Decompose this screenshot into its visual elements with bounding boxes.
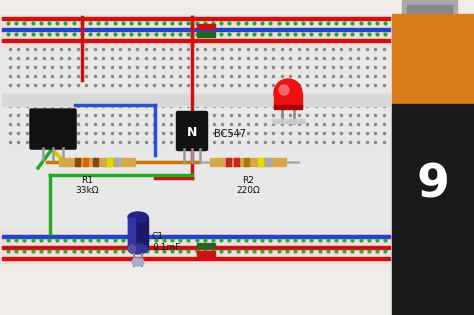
- Bar: [197, 243, 215, 248]
- Bar: [272, 119, 304, 123]
- Bar: [266, 158, 271, 166]
- Bar: [83, 158, 88, 166]
- FancyBboxPatch shape: [30, 109, 76, 149]
- Circle shape: [279, 85, 289, 95]
- Text: 9: 9: [417, 163, 449, 208]
- Bar: [210, 158, 286, 166]
- Text: BC547: BC547: [214, 129, 246, 139]
- Ellipse shape: [128, 245, 136, 253]
- Circle shape: [274, 79, 302, 107]
- Bar: [0, 231, 392, 263]
- Bar: [128, 217, 148, 249]
- Bar: [2, 28, 390, 31]
- Bar: [107, 158, 112, 166]
- Bar: [75, 158, 80, 166]
- Text: N: N: [187, 125, 197, 139]
- Bar: [234, 158, 239, 166]
- Bar: [59, 158, 135, 166]
- Bar: [2, 17, 390, 20]
- Bar: [258, 158, 263, 166]
- Bar: [115, 158, 120, 166]
- Bar: [128, 218, 135, 248]
- Ellipse shape: [128, 212, 148, 222]
- Bar: [244, 158, 249, 166]
- Bar: [274, 105, 302, 109]
- Ellipse shape: [132, 258, 144, 266]
- Bar: [2, 257, 390, 260]
- Bar: [0, 15, 392, 263]
- Bar: [197, 251, 215, 256]
- Text: R2
220Ω: R2 220Ω: [236, 176, 260, 195]
- Bar: [274, 93, 302, 107]
- Text: R1
33kΩ: R1 33kΩ: [75, 176, 99, 195]
- Text: C1
0.1mF: C1 0.1mF: [152, 232, 180, 252]
- Bar: [402, 0, 457, 14]
- Bar: [2, 235, 390, 238]
- Bar: [2, 246, 390, 249]
- Bar: [0, 15, 392, 47]
- Ellipse shape: [128, 244, 148, 254]
- Polygon shape: [31, 110, 75, 148]
- Bar: [197, 32, 215, 37]
- FancyBboxPatch shape: [176, 112, 208, 151]
- Bar: [392, 14, 474, 104]
- Bar: [2, 94, 390, 106]
- Bar: [197, 24, 215, 28]
- Bar: [407, 5, 452, 13]
- Bar: [392, 104, 474, 315]
- Bar: [226, 158, 231, 166]
- Bar: [2, 39, 390, 42]
- Bar: [93, 158, 98, 166]
